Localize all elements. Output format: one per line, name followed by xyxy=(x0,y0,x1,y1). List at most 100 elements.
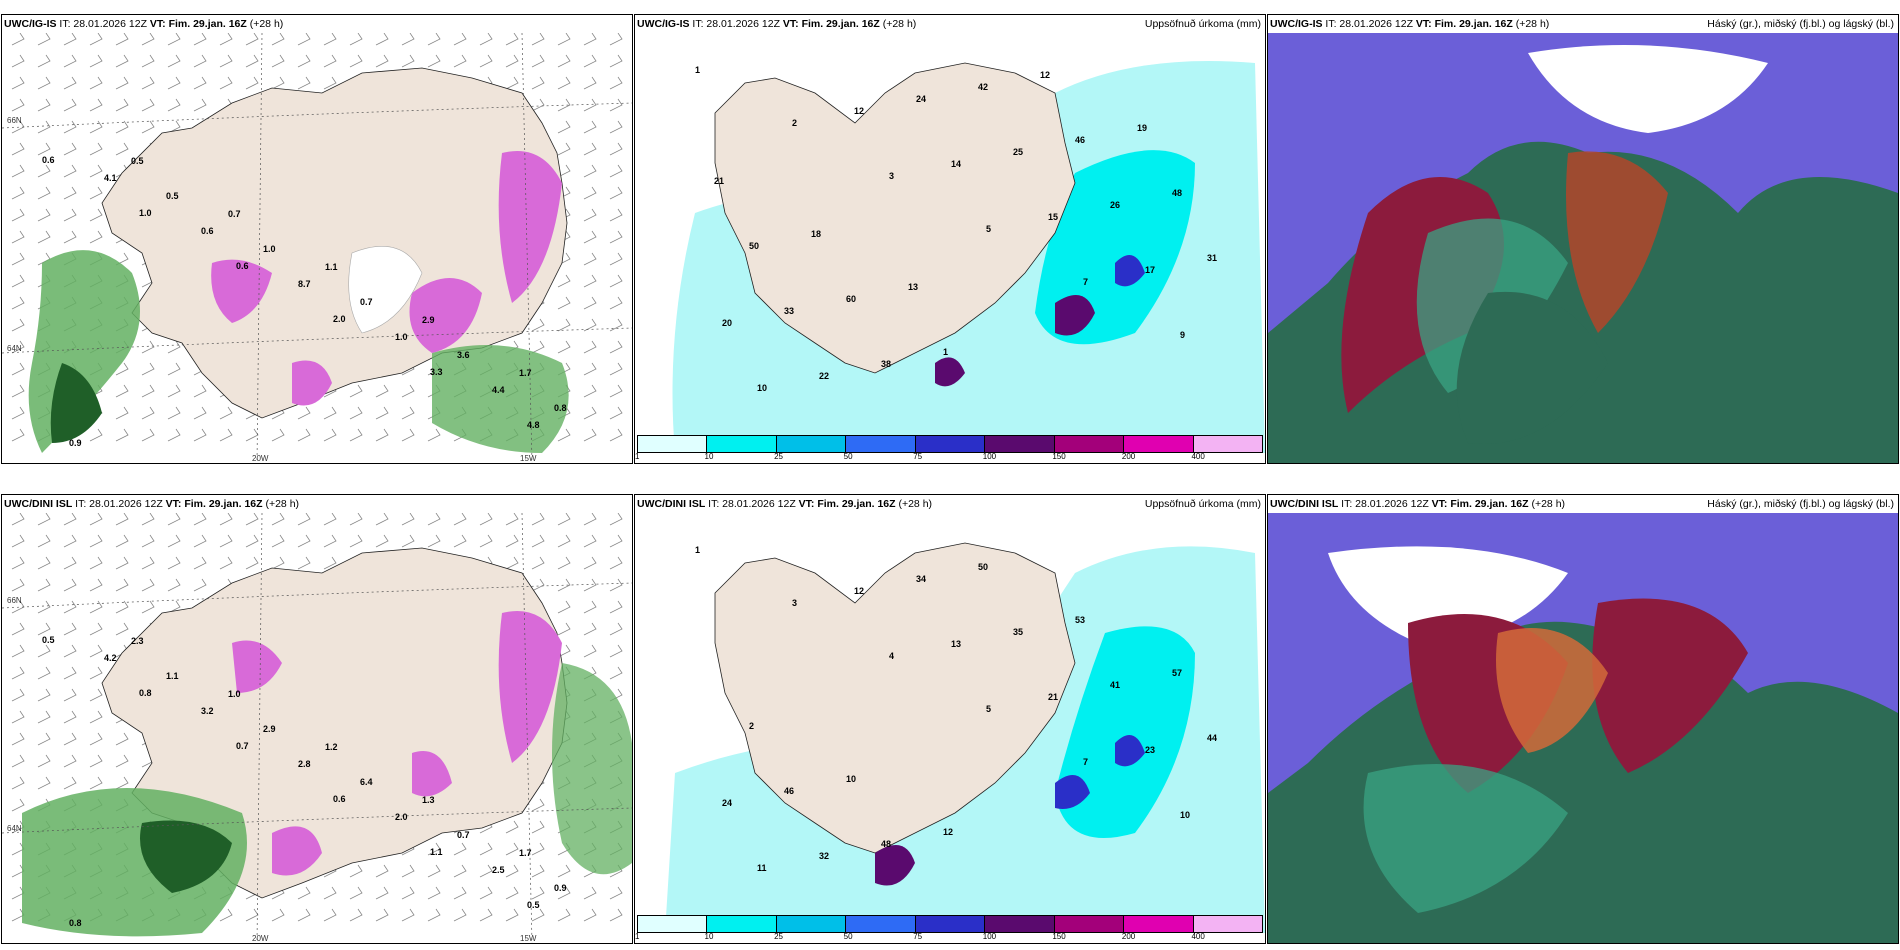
wind-barb-icon xyxy=(583,54,597,68)
wind-barb-icon xyxy=(453,33,467,46)
valid-time: Fim. 29.jan. 16Z xyxy=(1434,18,1513,30)
map-value-label: 0.7 xyxy=(236,741,249,751)
wind-barb-icon xyxy=(219,556,233,570)
map-cloud xyxy=(1268,33,1898,463)
wind-barb-icon xyxy=(141,556,155,570)
map-value-label: 41 xyxy=(1110,680,1120,690)
wind-barb-icon xyxy=(531,556,545,570)
wind-barb-icon xyxy=(141,362,155,376)
legend-color-cell xyxy=(707,436,777,452)
wind-barb-icon xyxy=(557,644,571,658)
precip-map-svg: 1235791012141517202224252631333842464850… xyxy=(635,33,1265,463)
wind-barb-icon xyxy=(349,886,363,900)
map-value-label: 4 xyxy=(889,651,894,661)
wind-barb-icon xyxy=(167,578,181,592)
map-value-label: 2 xyxy=(792,118,797,128)
wind-barb-icon xyxy=(37,33,51,46)
wind-barb-icon xyxy=(323,513,337,526)
wind-barb-icon xyxy=(479,886,493,900)
wind-map-svg: 66N 64N 20W 15W 0.61.00.62.03.34.84.10.6… xyxy=(2,33,632,463)
wind-barb-icon xyxy=(609,208,623,222)
wind-barb-icon xyxy=(531,534,545,548)
map-value-label: 5 xyxy=(986,704,991,714)
wind-barb-icon xyxy=(193,578,207,592)
map-value-label: 0.8 xyxy=(554,403,567,413)
wind-barb-icon xyxy=(167,33,181,46)
wind-barb-icon xyxy=(609,886,623,900)
map-value-label: 1.0 xyxy=(228,689,241,699)
legend-tick-label: 50 xyxy=(843,932,853,941)
wind-barb-icon xyxy=(375,384,389,398)
wind-barb-icon xyxy=(37,164,51,178)
wind-barb-icon xyxy=(63,600,77,614)
wind-barb-icon xyxy=(427,54,441,68)
legend-color-cell xyxy=(1193,436,1262,452)
wind-barb-icon xyxy=(609,252,623,266)
wind-barb-icon xyxy=(609,186,623,200)
wind-barb-icon xyxy=(63,666,77,680)
wind-barb-icon xyxy=(323,428,337,442)
wind-barb-icon xyxy=(375,406,389,420)
wind-barb-icon xyxy=(557,318,571,332)
wind-barb-icon xyxy=(141,428,155,442)
wind-barb-icon xyxy=(297,886,311,900)
green-precip-west-dark xyxy=(50,363,102,443)
wind-barb-icon xyxy=(89,120,103,134)
wind-barb-icon xyxy=(583,274,597,288)
wind-barb-icon xyxy=(453,886,467,900)
wind-barb-icon xyxy=(427,513,441,526)
magenta-precip-south xyxy=(272,826,322,876)
wind-barb-icon xyxy=(63,33,77,46)
map-value-label: 35 xyxy=(1013,627,1023,637)
map-value-label: 2.8 xyxy=(298,759,311,769)
legend-color-cell xyxy=(1124,436,1194,452)
wind-barb-icon xyxy=(141,384,155,398)
map-value-label: 46 xyxy=(1075,135,1085,145)
map-value-label: 0.7 xyxy=(360,297,373,307)
map-value-label: 0.9 xyxy=(69,438,82,448)
map-value-label: 0.9 xyxy=(554,883,567,893)
precip-cyan-strong xyxy=(1055,626,1195,838)
wind-barb-icon xyxy=(63,208,77,222)
map-value-label: 1.2 xyxy=(325,742,338,752)
map-value-label: 4.4 xyxy=(492,385,505,395)
wind-barb-icon xyxy=(557,274,571,288)
wind-barb-icon xyxy=(349,428,363,442)
wind-barb-icon xyxy=(63,513,77,526)
wind-barb-icon xyxy=(271,534,285,548)
wind-barb-icon xyxy=(37,556,51,570)
map-value-label: 3.3 xyxy=(430,367,443,377)
legend-tick-label: 75 xyxy=(913,452,923,461)
wind-barb-icon xyxy=(375,908,389,922)
wind-barb-icon xyxy=(219,76,233,90)
wind-barb-icon xyxy=(63,120,77,134)
wind-barb-icon xyxy=(609,362,623,376)
wind-barb-icon xyxy=(115,406,129,420)
map-value-label: 10 xyxy=(1180,810,1190,820)
wind-barb-icon xyxy=(11,252,25,266)
wind-barb-icon xyxy=(245,534,259,548)
wind-barb-icon xyxy=(115,98,129,112)
wind-barb-icon xyxy=(375,864,389,878)
magenta-precip-1 xyxy=(211,259,272,323)
wind-barb-icon xyxy=(193,33,207,46)
map-value-label: 1.0 xyxy=(139,208,152,218)
wind-barb-icon xyxy=(453,54,467,68)
map-wind: 66N 64N 20W 15W 0.5 0.8 0.7 0.6 1.1 0.5 4.2 3.2… xyxy=(2,513,632,943)
vt-label: VT: xyxy=(798,498,815,510)
map-value-label: 6.4 xyxy=(360,777,373,787)
legend-color-cell xyxy=(1124,916,1194,932)
wind-barb-icon xyxy=(11,384,25,398)
precip-value-labels: 1235791012141517202224252631333842464850… xyxy=(695,65,1217,393)
map-value-label: 50 xyxy=(978,562,988,572)
wind-barb-icon xyxy=(115,120,129,134)
wind-barb-icon xyxy=(89,600,103,614)
wind-barb-icon xyxy=(583,76,597,90)
wind-barb-icon xyxy=(427,864,441,878)
map-value-label: 3 xyxy=(889,171,894,181)
wind-barb-icon xyxy=(219,406,233,420)
wind-barb-icon xyxy=(271,54,285,68)
wind-barb-icon xyxy=(193,556,207,570)
wind-barb-icon xyxy=(479,842,493,856)
wind-barb-icon xyxy=(609,406,623,420)
